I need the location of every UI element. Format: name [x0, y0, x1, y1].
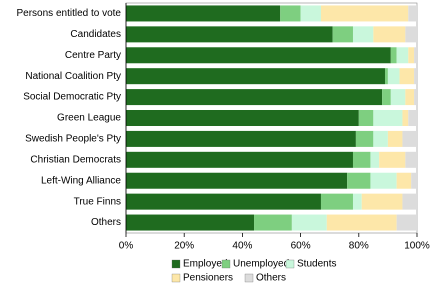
bar-segment	[373, 26, 406, 43]
bar-segment	[387, 68, 400, 85]
bar-segment	[396, 172, 412, 189]
bar-segment	[414, 68, 417, 85]
bar-segment	[300, 5, 321, 22]
bar-segment	[126, 26, 333, 43]
y-tick-label: Social Democratic Pty	[23, 92, 121, 103]
bar-segment	[126, 110, 359, 126]
x-tick-label: 0%	[119, 241, 134, 252]
y-tick-label: Christian Democrats	[30, 154, 121, 165]
bar-segment	[126, 214, 255, 231]
y-tick-label: Others	[91, 217, 121, 228]
bar-segment	[358, 110, 374, 126]
bar-segment	[352, 26, 374, 43]
bar-segment	[402, 130, 417, 147]
legend-label: Others	[256, 273, 286, 284]
bar-segment	[408, 47, 415, 64]
x-tick-label: 80%	[349, 241, 369, 252]
bar-segment	[332, 26, 353, 43]
y-tick-label: Centre Party	[65, 50, 121, 61]
x-tick-label: 40%	[232, 241, 252, 252]
y-tick-label: True Finns	[74, 196, 121, 207]
y-tick-label: Persons entitled to vote	[16, 8, 121, 19]
x-tick-label: 100%	[404, 241, 430, 252]
bar-segment	[396, 47, 409, 64]
legend-swatch	[244, 273, 254, 283]
legend-swatch	[171, 259, 181, 269]
bar-segment	[126, 151, 353, 168]
bar-segment	[347, 172, 371, 189]
x-tick-label: 60%	[291, 241, 311, 252]
bar-segment	[379, 151, 406, 168]
legend-label: Employed	[183, 259, 227, 270]
bar-segment	[399, 68, 415, 85]
y-tick-label: Left-Wing Alliance	[41, 175, 121, 186]
bar-segment	[382, 89, 391, 106]
bar-segment	[320, 193, 353, 210]
legend-swatch	[171, 273, 181, 283]
bar-segment	[384, 68, 388, 85]
y-tick-label: Green League	[57, 113, 121, 124]
bar-segment	[405, 89, 415, 106]
bar-segment	[414, 89, 417, 106]
legend-label: Pensioners	[183, 273, 233, 284]
x-tick-label: 20%	[174, 241, 194, 252]
bar-segment	[408, 110, 417, 126]
bar-segment	[126, 5, 281, 22]
bar-segment	[370, 151, 380, 168]
bar-segment	[411, 172, 417, 189]
bar-segment	[390, 47, 397, 64]
bar-segment	[402, 193, 417, 210]
y-tick-label: Swedish People's Pty	[25, 134, 121, 145]
bar-segment	[352, 151, 371, 168]
bar-segment	[387, 130, 403, 147]
bar-segment	[320, 5, 409, 22]
bar-segment	[126, 89, 383, 106]
legend-swatch	[285, 259, 295, 269]
bar-segment	[326, 214, 397, 231]
bar-segment	[408, 5, 417, 22]
y-tick-label: Candidates	[70, 29, 121, 40]
y-tick-label: National Coalition Pty	[25, 71, 121, 82]
bar-segment	[352, 193, 362, 210]
bar-segment	[126, 47, 391, 64]
bar-segment	[373, 110, 403, 126]
bar-segment	[373, 130, 388, 147]
bar-segment	[396, 214, 417, 231]
bar-segment	[280, 5, 301, 22]
bar-segment	[126, 130, 356, 147]
bar-segment	[405, 151, 417, 168]
legend-label: Unemployed	[233, 259, 289, 270]
bar-segment	[126, 193, 321, 210]
bar-segment	[370, 172, 397, 189]
legend-label: Students	[297, 259, 336, 270]
bar-segment	[126, 172, 348, 189]
bar-segment	[361, 193, 403, 210]
bar-segment	[254, 214, 292, 231]
legend-swatch	[221, 259, 231, 269]
bar-segment	[402, 110, 409, 126]
bar-segment	[355, 130, 374, 147]
bar-segment	[126, 68, 385, 85]
bar-segment	[291, 214, 327, 231]
bar-segment	[414, 47, 417, 64]
bar-segment	[390, 89, 406, 106]
bar-segment	[405, 26, 417, 43]
